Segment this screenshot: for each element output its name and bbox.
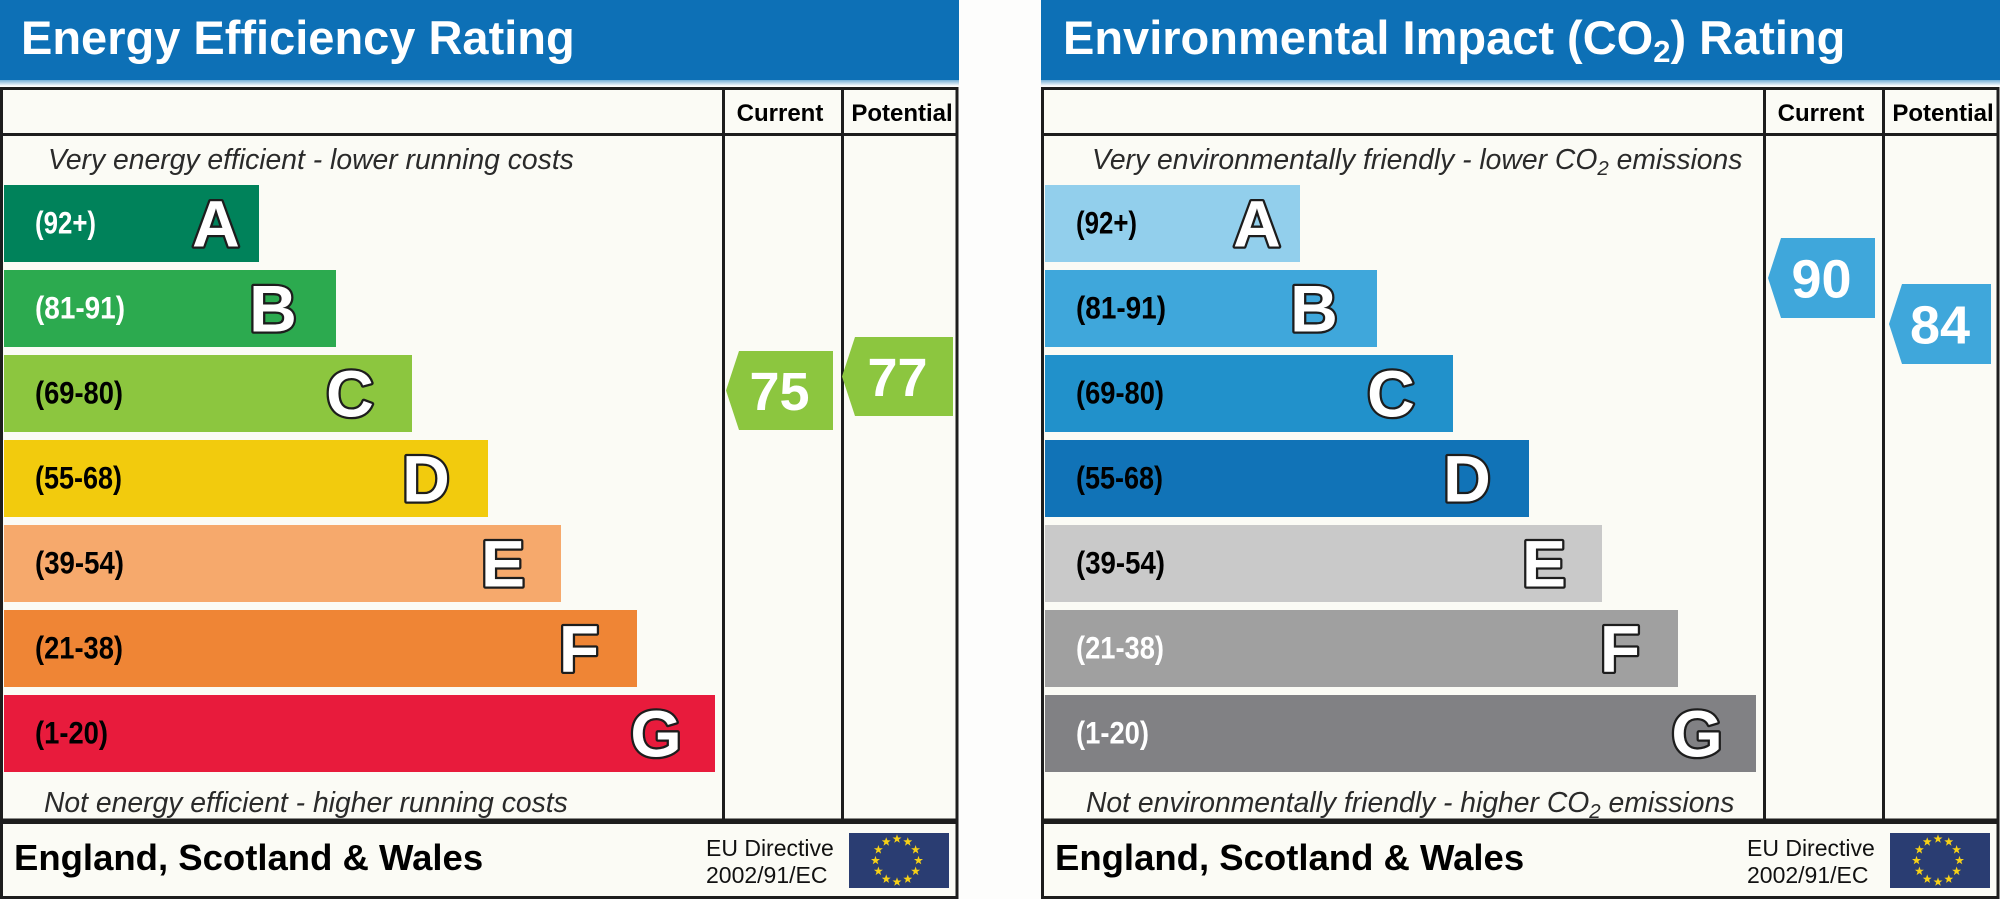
svg-text:77: 77	[867, 348, 927, 408]
svg-text:A: A	[192, 187, 240, 261]
svg-text:Current: Current	[737, 100, 824, 127]
svg-text:D: D	[402, 442, 450, 516]
svg-text:G: G	[630, 697, 681, 771]
svg-text:(1-20): (1-20)	[35, 715, 108, 751]
svg-text:2002/91/EC: 2002/91/EC	[706, 862, 827, 888]
svg-text:Potential: Potential	[1892, 100, 1993, 127]
svg-text:(69-80): (69-80)	[1076, 375, 1164, 411]
svg-text:(55-68): (55-68)	[1076, 460, 1163, 496]
svg-text:E: E	[1522, 527, 1566, 601]
svg-text:(69-80): (69-80)	[35, 375, 123, 411]
svg-text:Current: Current	[1778, 100, 1865, 127]
svg-text:EU Directive: EU Directive	[706, 835, 834, 861]
svg-text:Very environmentally friendly: Very environmentally friendly - lower CO…	[1092, 143, 1742, 180]
svg-text:E: E	[481, 527, 525, 601]
svg-text:(55-68): (55-68)	[35, 460, 122, 496]
svg-text:G: G	[1671, 697, 1722, 771]
svg-text:A: A	[1233, 187, 1281, 261]
svg-text:C: C	[1367, 357, 1415, 431]
svg-text:F: F	[1600, 612, 1640, 686]
svg-text:Potential: Potential	[851, 100, 952, 127]
svg-text:(81-91): (81-91)	[35, 290, 125, 326]
svg-text:(39-54): (39-54)	[1076, 545, 1165, 581]
svg-text:90: 90	[1791, 250, 1851, 310]
svg-text:Not environmentally friendly -: Not environmentally friendly - higher CO…	[1086, 786, 1734, 823]
svg-text:Energy Efficiency Rating: Energy Efficiency Rating	[21, 11, 575, 64]
svg-text:Environmental Impact (CO2) Rat: Environmental Impact (CO2) Rating	[1063, 11, 1845, 69]
svg-text:(21-38): (21-38)	[1076, 630, 1164, 666]
svg-text:75: 75	[749, 362, 809, 422]
svg-text:(92+): (92+)	[35, 205, 96, 241]
svg-text:EU Directive: EU Directive	[1747, 835, 1875, 861]
svg-text:(21-38): (21-38)	[35, 630, 123, 666]
svg-text:Very energy efficient - lower: Very energy efficient - lower running co…	[48, 143, 574, 175]
svg-text:(1-20): (1-20)	[1076, 715, 1149, 751]
svg-text:(81-91): (81-91)	[1076, 290, 1166, 326]
svg-text:B: B	[249, 272, 297, 346]
svg-text:F: F	[559, 612, 599, 686]
svg-text:England, Scotland & Wales: England, Scotland & Wales	[14, 837, 483, 878]
svg-text:2002/91/EC: 2002/91/EC	[1747, 862, 1868, 888]
svg-text:D: D	[1443, 442, 1491, 516]
svg-text:Not energy efficient - higher: Not energy efficient - higher running co…	[44, 786, 568, 818]
svg-text:(92+): (92+)	[1076, 205, 1137, 241]
svg-text:(39-54): (39-54)	[35, 545, 124, 581]
svg-text:B: B	[1290, 272, 1338, 346]
svg-text:C: C	[326, 357, 374, 431]
svg-text:84: 84	[1910, 296, 1970, 356]
svg-text:England, Scotland & Wales: England, Scotland & Wales	[1055, 837, 1524, 878]
